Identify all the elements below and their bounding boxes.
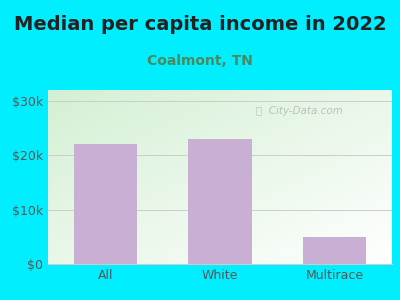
- Text: Median per capita income in 2022: Median per capita income in 2022: [14, 15, 386, 34]
- Bar: [303, 237, 366, 264]
- Text: ⓘ  City-Data.com: ⓘ City-Data.com: [256, 106, 342, 116]
- Bar: [188, 139, 252, 264]
- Bar: [74, 144, 137, 264]
- Text: Coalmont, TN: Coalmont, TN: [147, 54, 253, 68]
